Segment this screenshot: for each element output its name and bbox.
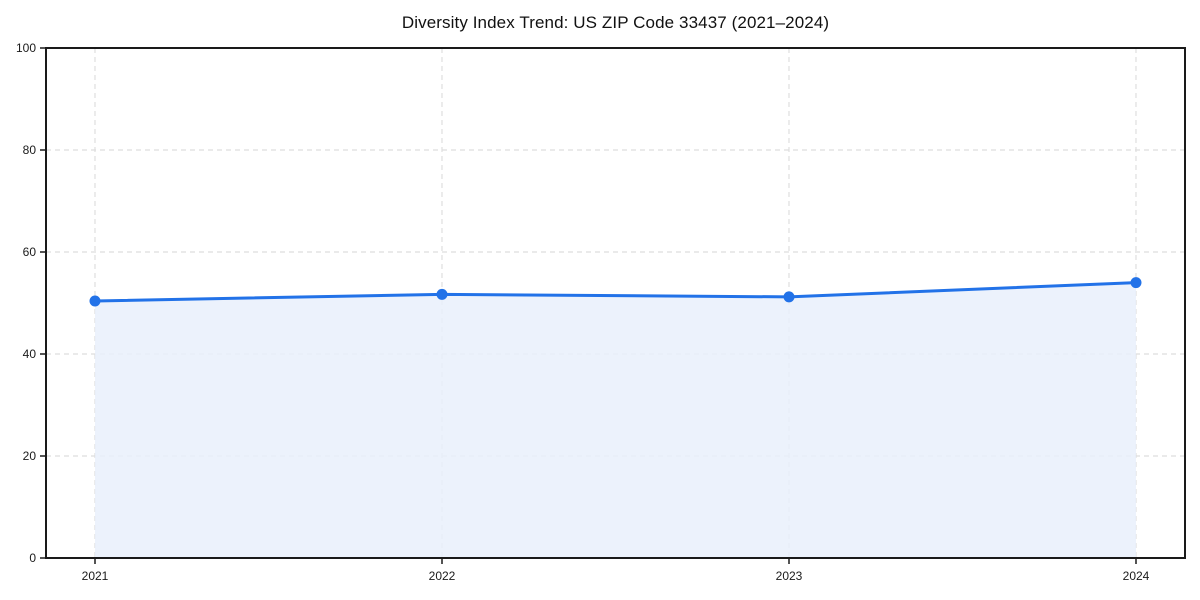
x-tick-label: 2023 (776, 569, 803, 583)
y-tick-label: 40 (23, 347, 37, 361)
y-tick-label: 20 (23, 449, 37, 463)
x-tick-label: 2022 (429, 569, 456, 583)
chart-title: Diversity Index Trend: US ZIP Code 33437… (401, 13, 830, 32)
axis-frame (45, 47, 1186, 559)
trend-line (93, 281, 1138, 303)
x-tick-label: 2024 (1123, 569, 1150, 583)
data-point (436, 288, 448, 300)
y-tick-label: 60 (23, 245, 37, 259)
data-point (783, 291, 795, 303)
y-tick-label: 0 (29, 551, 36, 565)
y-tick-label: 80 (23, 143, 37, 157)
y-tick-label: 100 (16, 41, 36, 55)
data-point (89, 295, 101, 307)
data-point (1130, 277, 1142, 289)
x-tick-label: 2021 (82, 569, 109, 583)
area-fill (95, 282, 1136, 558)
